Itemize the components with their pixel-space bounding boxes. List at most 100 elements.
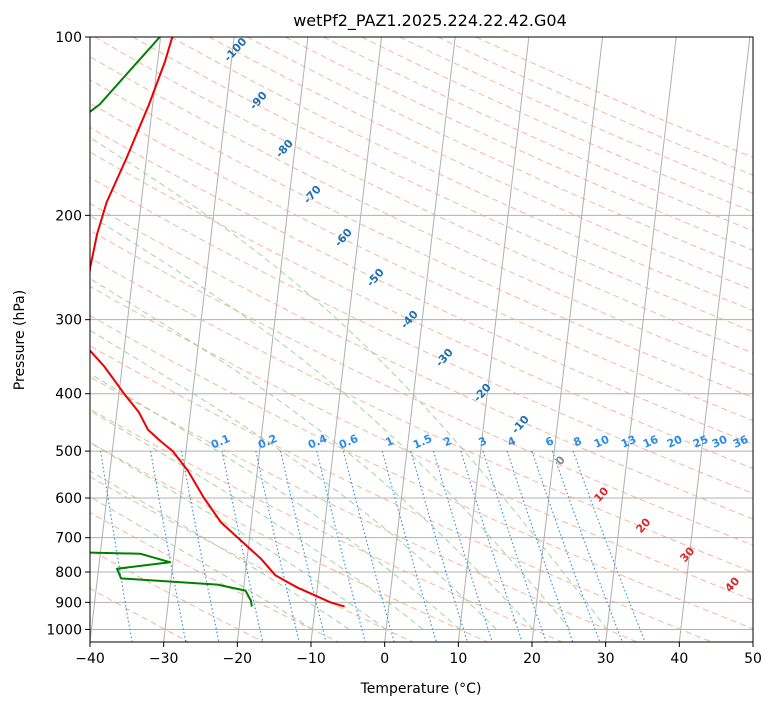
dry-adiabat-line: [361, 37, 753, 213]
dry-adiabat-line: [90, 102, 753, 422]
x-tick-label: 50: [744, 651, 762, 667]
dry-adiabat-line: [90, 126, 753, 445]
moist-adiabat-line: [90, 329, 497, 630]
isotherm-line: [236, 37, 309, 642]
dry-adiabat-line: [90, 151, 753, 470]
y-tick-label: 800: [55, 565, 82, 581]
y-tick-label: 500: [55, 444, 82, 460]
dry-adiabat-line: [90, 229, 753, 546]
moist-adiabat-line: [90, 373, 461, 630]
y-tick-label: 1000: [46, 622, 82, 638]
dry-adiabat-line: [90, 512, 339, 642]
dry-adiabat-line: [94, 37, 753, 354]
x-tick-label: 0: [380, 651, 389, 667]
moist-adiabat-line: [90, 136, 608, 630]
y-tick-label: 400: [55, 387, 82, 403]
mixing-ratio-label: 1: [384, 434, 396, 449]
mixing-ratio-line: [100, 451, 133, 642]
isotherm-line: [752, 637, 753, 642]
mixing-ratio-line: [551, 450, 623, 642]
moist-adiabat-line: [90, 410, 424, 630]
dry-adiabat-label: -60: [332, 226, 355, 250]
mixing-ratio-label: 0.6: [337, 432, 360, 452]
dry-adiabat-label: -70: [301, 183, 324, 207]
moist-adiabat-line: [90, 278, 534, 630]
mixing-ratio-label: 16: [641, 433, 661, 451]
dry-adiabat-line: [90, 285, 753, 601]
mixing-ratio-line: [150, 451, 187, 642]
y-tick-label: 900: [55, 595, 82, 611]
mixing-ratio-label: 0.1: [209, 432, 232, 452]
dry-adiabat-line: [90, 376, 638, 642]
dry-adiabat-label: -40: [398, 308, 421, 332]
dewpoint-profile-line: [90, 37, 253, 607]
mixing-ratio-line: [432, 450, 493, 642]
mixing-ratio-line: [381, 450, 437, 642]
moist-adiabat-line: [90, 214, 571, 630]
mixing-ratio-line: [316, 450, 366, 642]
y-tick-label: 600: [55, 491, 82, 507]
x-tick-label: −10: [296, 651, 326, 667]
dry-adiabat-label: -30: [433, 346, 456, 370]
mixing-ratio-line: [280, 450, 327, 642]
mixing-ratio-line: [460, 450, 523, 642]
plot-frame: [89, 36, 754, 643]
dry-adiabat-line: [90, 408, 563, 642]
dry-adiabat-line: [90, 476, 414, 642]
temperature-profile-line: [90, 37, 345, 608]
moist-adiabat-line: [90, 496, 313, 630]
x-tick-label: 20: [523, 651, 541, 667]
dry-adiabat-label: -100: [221, 35, 249, 64]
isotherm-line: [163, 37, 235, 642]
mixing-ratio-line: [482, 450, 547, 642]
dry-adiabat-label: 0: [553, 453, 568, 468]
mixing-ratio-line: [255, 450, 300, 642]
dry-adiabat-label: -80: [273, 137, 296, 161]
dry-adiabat-line: [475, 37, 753, 158]
isotherm-line: [384, 37, 456, 642]
x-tick-label: 10: [449, 651, 467, 667]
y-axis-label: Pressure (hPa): [12, 290, 28, 390]
dry-adiabat-label: -90: [247, 89, 270, 113]
dry-adiabat-line: [90, 202, 753, 520]
chart-title: wetPf2_PAZ1.2025.224.22.42.G04: [293, 11, 567, 31]
dry-adiabat-label: 40: [722, 574, 742, 594]
dry-adiabat-label: 10: [591, 484, 611, 504]
dry-adiabat-line: [90, 549, 264, 642]
mixing-ratio-line: [410, 450, 469, 642]
mixing-ratio-label: 20: [665, 433, 685, 451]
x-axis-label: Temperature (°C): [360, 681, 482, 697]
mixing-ratio-label: 0.2: [256, 432, 279, 452]
mixing-ratio-label: 25: [691, 433, 710, 451]
dry-adiabat-label: 30: [677, 544, 697, 564]
mixing-ratio-label: 13: [619, 433, 638, 451]
isotherm-line: [457, 37, 530, 642]
dry-adiabat-label: -50: [364, 266, 387, 290]
mixing-ratio-label: 1.5: [411, 432, 434, 452]
dry-adiabat-line: [90, 176, 753, 494]
mixing-ratio-label: 10: [592, 433, 612, 451]
dry-adiabat-label: 20: [633, 515, 653, 535]
mixing-ratio-line: [572, 450, 646, 642]
dry-adiabat-line: [90, 441, 488, 642]
mixing-ratio-label: 2: [442, 434, 454, 449]
moist-adiabat-line: [90, 442, 387, 630]
y-tick-label: 300: [55, 313, 82, 329]
dry-adiabat-label: -10: [509, 413, 532, 437]
mixing-ratio-line: [531, 450, 601, 642]
dry-adiabat-line: [90, 587, 190, 642]
x-tick-label: 30: [597, 651, 615, 667]
mixing-ratio-line: [221, 450, 264, 642]
dry-adiabat-line: [132, 37, 753, 333]
x-tick-label: −40: [75, 651, 105, 667]
y-tick-label: 200: [55, 208, 82, 224]
moist-adiabat-line: [90, 470, 350, 630]
dry-adiabat-line: [90, 345, 712, 642]
y-tick-label: 100: [55, 30, 82, 46]
mixing-ratio-label: 3: [477, 434, 489, 449]
y-tick-label: 700: [55, 531, 82, 547]
mixing-ratio-label: 4: [506, 434, 519, 449]
dry-adiabat-line: [323, 37, 753, 232]
mixing-ratio-label: 36: [731, 433, 751, 451]
